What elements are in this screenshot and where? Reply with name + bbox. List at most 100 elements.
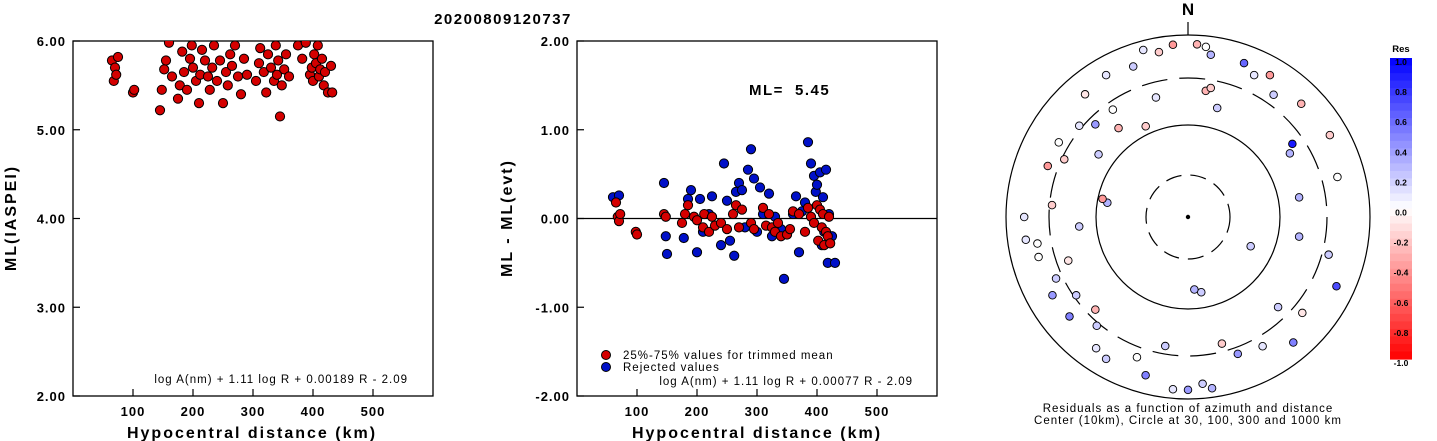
station-point	[1258, 341, 1267, 351]
data-point	[261, 87, 272, 98]
data-point	[250, 75, 262, 87]
epicenter-dot	[1185, 214, 1191, 220]
data-point	[184, 53, 196, 64]
station-point	[1168, 40, 1178, 50]
data-point	[220, 66, 232, 78]
station-point	[1294, 232, 1304, 241]
colorbar-segment	[1390, 163, 1412, 172]
station-point	[1246, 241, 1255, 251]
used-point	[757, 202, 769, 213]
station-point	[1091, 120, 1100, 129]
colorbar-tick-label: -0.6	[1394, 298, 1409, 308]
station-point	[1108, 105, 1118, 114]
station-point	[1128, 62, 1138, 71]
used-point	[727, 208, 739, 220]
rejected-point	[748, 173, 760, 184]
used-point	[802, 202, 814, 213]
data-point	[166, 71, 178, 82]
p2-formula: log A(nm) + 1.11 log R + 0.00077 R - 2.0…	[659, 376, 913, 388]
colorbar-segment	[1390, 343, 1412, 353]
p0-frame	[72, 40, 434, 397]
rejected-point	[802, 137, 814, 148]
station-point	[1043, 161, 1053, 171]
data-point	[235, 89, 247, 100]
colorbar-segment	[1390, 223, 1412, 232]
rejected-point	[829, 257, 841, 268]
ml-value: 5.45	[795, 82, 830, 99]
station-point	[1298, 308, 1307, 318]
station-point	[1325, 130, 1335, 140]
station-point	[1273, 302, 1283, 312]
station-point	[1265, 70, 1275, 80]
colorbar-tick-label: 0.4	[1395, 147, 1407, 157]
data-point	[312, 41, 323, 51]
rejected-point	[811, 179, 823, 190]
station-point	[1297, 99, 1306, 108]
rejected-point	[718, 158, 730, 169]
station-point	[1294, 193, 1304, 202]
colorbar-tick-label: 0.0	[1395, 208, 1407, 218]
station-point	[1207, 383, 1217, 393]
rejected-point	[754, 182, 766, 193]
rejected-point	[658, 177, 670, 189]
colorbar-title: Res	[1392, 44, 1409, 55]
colorbar-segment	[1390, 80, 1412, 89]
data-point	[325, 60, 337, 71]
station-point	[1091, 343, 1101, 353]
colorbar-segment	[1390, 208, 1412, 217]
used-point	[825, 238, 836, 249]
colorbar-tick-label: -0.8	[1394, 328, 1409, 338]
station-point	[1091, 305, 1100, 314]
circle-1000km	[1005, 34, 1371, 400]
p1-xlabel: Hypocentral distance (km)	[127, 425, 377, 441]
caption-line1: Residuals as a function of azimuth and d…	[1043, 403, 1334, 415]
station-point	[1333, 172, 1342, 182]
station-point	[1019, 212, 1029, 222]
rejected-point	[805, 158, 817, 169]
data-point	[214, 55, 226, 66]
colorbar-segment	[1390, 110, 1412, 119]
colorbar-segment	[1390, 73, 1412, 82]
data-point	[222, 80, 233, 91]
legend-rejected-label: Rejected values	[623, 362, 720, 374]
colorbar-segment	[1390, 140, 1412, 149]
p0-xtick-label: 400	[301, 404, 326, 419]
rejected-point	[724, 235, 736, 246]
p0-xtick-label: 200	[181, 404, 206, 419]
colorbar-segment	[1390, 313, 1412, 322]
station-point	[1183, 385, 1193, 395]
colorbar-segment	[1390, 88, 1412, 97]
colorbar-segment	[1390, 283, 1412, 292]
data-point	[225, 49, 236, 60]
data-point	[111, 69, 122, 80]
p1-xtick-label: 300	[745, 404, 770, 419]
station-point	[1269, 90, 1278, 99]
station-point	[1154, 47, 1164, 57]
data-point	[255, 43, 266, 54]
p0-ytick-label: 4.00	[37, 212, 66, 227]
station-point	[1060, 155, 1069, 164]
station-point	[1080, 90, 1090, 99]
p0-xtick-label: 100	[121, 404, 146, 419]
colorbar-segment	[1390, 148, 1412, 157]
data-point	[274, 111, 286, 122]
azimuth-residual-panel: N Residuals as a function of azimuth and…	[1005, 0, 1412, 427]
p0-xtick-label: 300	[241, 404, 266, 419]
used-point	[679, 208, 691, 220]
colorbar-segment	[1390, 125, 1412, 134]
station-point	[1051, 274, 1061, 283]
rejected-point	[660, 231, 671, 242]
colorbar-segment	[1390, 276, 1412, 285]
colorbar-tick-label: 0.2	[1395, 177, 1407, 187]
colorbar-segment	[1390, 58, 1412, 67]
station-point	[1332, 281, 1341, 291]
station-point	[1094, 150, 1103, 159]
used-point	[772, 217, 784, 229]
used-point	[808, 217, 820, 229]
station-point	[1212, 103, 1222, 113]
p0-ytick-label: 5.00	[37, 123, 66, 138]
rejected-point	[661, 248, 673, 260]
rejected-point	[678, 232, 689, 244]
circle-30km	[1145, 174, 1231, 260]
p1-xtick-label: 400	[805, 404, 830, 419]
